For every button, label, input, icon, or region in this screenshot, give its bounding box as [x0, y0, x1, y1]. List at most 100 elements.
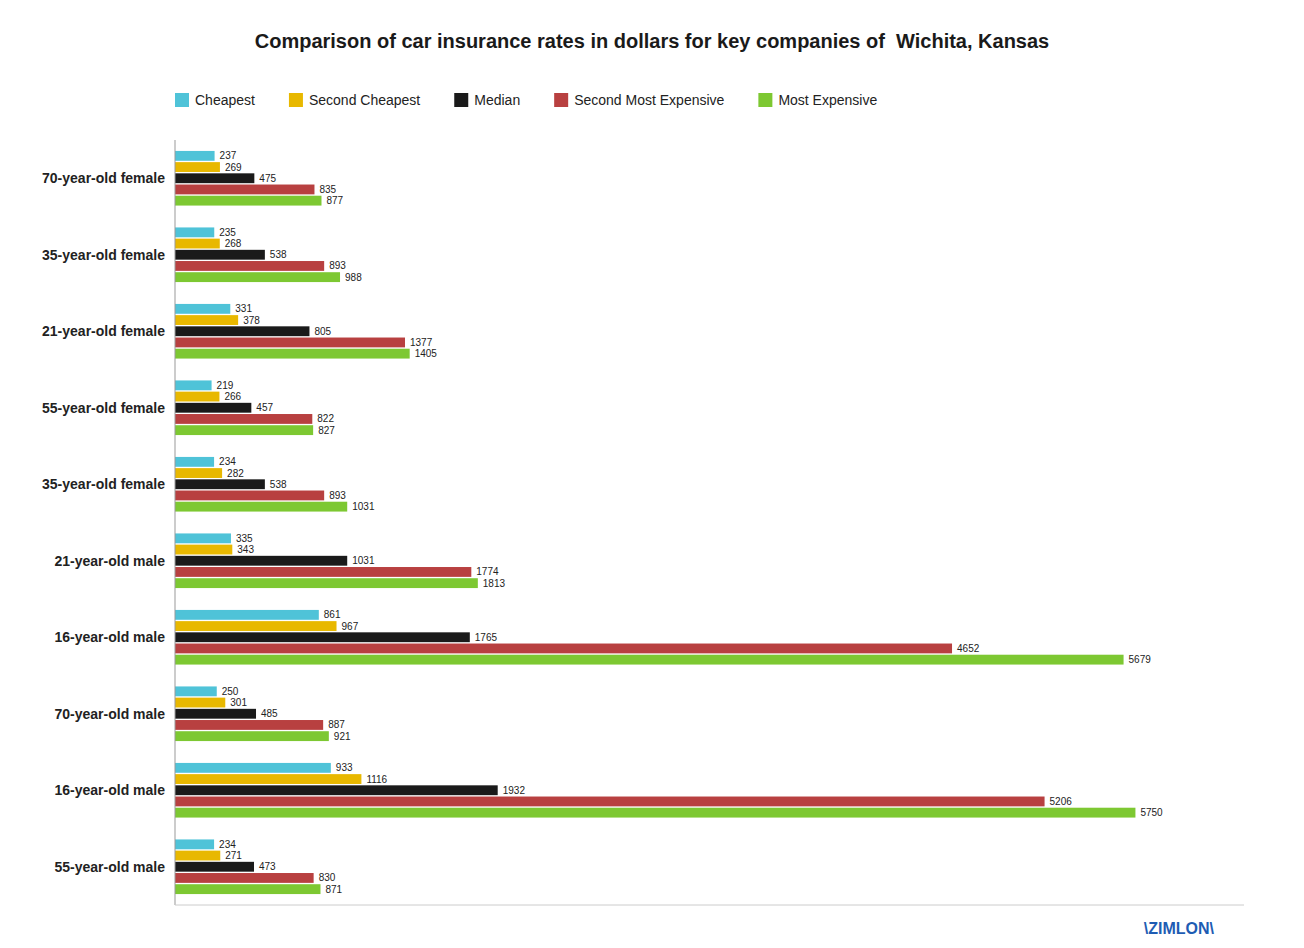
- bar: [175, 272, 340, 282]
- bar: [175, 621, 337, 631]
- bar: [175, 326, 309, 336]
- bar: [175, 349, 410, 359]
- bars: [175, 151, 1135, 894]
- chart: Comparison of car insurance rates in dol…: [0, 0, 1304, 948]
- bar: [175, 425, 313, 435]
- data-label: 335: [236, 533, 253, 544]
- category-label: 70-year-old male: [55, 706, 166, 722]
- data-label: 877: [326, 195, 343, 206]
- data-label: 988: [345, 272, 362, 283]
- bar: [175, 839, 214, 849]
- data-label: 5679: [1129, 654, 1152, 665]
- bar: [175, 533, 231, 543]
- legend-swatch: [554, 93, 568, 107]
- legend-swatch: [175, 93, 189, 107]
- bar: [175, 655, 1124, 665]
- data-label: 921: [334, 731, 351, 742]
- legend-swatch: [758, 93, 772, 107]
- legend: Cheapest Second Cheapest Median Second Most…: [175, 92, 877, 108]
- title: Comparison of car insurance rates in dol…: [255, 30, 1050, 52]
- data-label: 1774: [476, 566, 499, 577]
- bar: [175, 556, 347, 566]
- background: [0, 0, 1304, 948]
- data-label: 893: [329, 490, 346, 501]
- data-label: 378: [243, 315, 260, 326]
- bar: [175, 250, 265, 260]
- data-label: 235: [219, 227, 236, 238]
- legend-swatch: [454, 93, 468, 107]
- bar: [175, 774, 361, 784]
- category-label: 35-year-old female: [42, 476, 165, 492]
- bar: [175, 261, 324, 271]
- category-label: 55-year-old male: [55, 859, 166, 875]
- data-label: 331: [235, 303, 252, 314]
- bar: [175, 457, 214, 467]
- data-label: 485: [261, 708, 278, 719]
- category-label: 21-year-old male: [55, 553, 166, 569]
- bar: [175, 227, 214, 237]
- bar: [175, 304, 230, 314]
- category-label: 70-year-old female: [42, 170, 165, 186]
- bar: [175, 567, 471, 577]
- bar: [175, 173, 254, 183]
- data-label: 1116: [366, 774, 387, 785]
- data-label: 5206: [1050, 796, 1073, 807]
- data-label: 1377: [410, 337, 433, 348]
- bar: [175, 632, 470, 642]
- data-label: 473: [259, 861, 276, 872]
- data-label: 1813: [483, 578, 506, 589]
- bar: [175, 414, 312, 424]
- data-label: 271: [225, 850, 242, 861]
- data-label: 1765: [475, 632, 498, 643]
- bar: [175, 491, 324, 501]
- data-label: 871: [325, 884, 342, 895]
- bar: [175, 578, 478, 588]
- bar: [175, 392, 219, 402]
- data-label: 1405: [415, 348, 438, 359]
- data-label: 343: [237, 544, 254, 555]
- data-label: 269: [225, 162, 242, 173]
- data-label: 268: [225, 238, 242, 249]
- bar: [175, 686, 217, 696]
- data-label: 457: [256, 402, 273, 413]
- bar: [175, 851, 220, 861]
- x-axis-line: [175, 905, 1244, 906]
- data-label: 933: [336, 762, 353, 773]
- data-label: 967: [342, 621, 359, 632]
- data-label: 538: [270, 479, 287, 490]
- data-label: 266: [224, 391, 241, 402]
- y-axis-line: [175, 140, 176, 905]
- legend-label: Cheapest: [195, 92, 255, 108]
- data-label: 887: [328, 719, 345, 730]
- bar: [175, 797, 1045, 807]
- data-label: 250: [222, 686, 239, 697]
- data-label: 5750: [1140, 807, 1163, 818]
- bar: [175, 862, 254, 872]
- bar: [175, 644, 952, 654]
- category-label: 16-year-old male: [55, 782, 166, 798]
- data-label: 830: [319, 872, 336, 883]
- data-label: 219: [217, 380, 234, 391]
- bar: [175, 698, 225, 708]
- data-label: 234: [219, 456, 236, 467]
- bar: [175, 610, 319, 620]
- data-label: 234: [219, 839, 236, 850]
- data-label: 1031: [352, 501, 375, 512]
- bar: [175, 720, 323, 730]
- data-label: 827: [318, 425, 335, 436]
- legend-label: Second Most Expensive: [574, 92, 724, 108]
- legend-swatch: [289, 93, 303, 107]
- bar: [175, 162, 220, 172]
- legend-label: Median: [474, 92, 520, 108]
- legend-label: Second Cheapest: [309, 92, 420, 108]
- y-axis: 70-year-old female 35-year-old female 21-y…: [42, 170, 165, 875]
- category-label: 35-year-old female: [42, 247, 165, 263]
- bar: [175, 731, 329, 741]
- data-label: 861: [324, 609, 341, 620]
- legend-label: Most Expensive: [778, 92, 877, 108]
- data-label: 1932: [503, 785, 526, 796]
- bar: [175, 380, 212, 390]
- bar: [175, 709, 256, 719]
- bar: [175, 185, 314, 195]
- data-label: 893: [329, 260, 346, 271]
